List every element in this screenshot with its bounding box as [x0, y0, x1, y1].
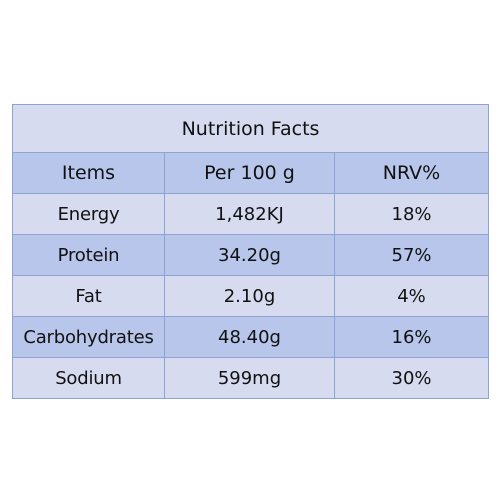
per-100g-cell: 2.10g [164, 275, 335, 317]
item-name-cell: Sodium [12, 357, 165, 399]
column-header-items: Items [12, 152, 165, 194]
table-title-row: Nutrition Facts [11, 104, 490, 153]
per-100g-cell: 34.20g [164, 234, 335, 276]
item-name-cell: Energy [12, 193, 165, 235]
nrv-cell: 4% [333, 275, 490, 317]
item-name-cell: Carbohydrates [12, 316, 165, 358]
nrv-cell: 30% [333, 357, 490, 399]
nrv-cell: 16% [333, 316, 490, 358]
per-100g-cell: 599mg [164, 357, 335, 399]
per-100g-cell: 48.40g [164, 316, 335, 358]
table-title: Nutrition Facts [11, 104, 490, 153]
table-row: Energy 1,482KJ 18% [12, 193, 490, 235]
table-row: Sodium 599mg 30% [12, 357, 490, 399]
item-name-cell: Protein [12, 234, 165, 276]
nrv-cell: 57% [333, 234, 490, 276]
nutrition-facts-table: Nutrition Facts Items Per 100 g NRV% Ene… [11, 104, 490, 399]
table-header-row: Items Per 100 g NRV% [12, 152, 490, 194]
column-header-per-100g: Per 100 g [164, 152, 335, 194]
column-header-nrv: NRV% [333, 152, 490, 194]
per-100g-cell: 1,482KJ [164, 193, 335, 235]
table-row: Carbohydrates 48.40g 16% [12, 316, 490, 358]
item-name-cell: Fat [12, 275, 165, 317]
table-row: Fat 2.10g 4% [12, 275, 490, 317]
table-row: Protein 34.20g 57% [12, 234, 490, 276]
nrv-cell: 18% [333, 193, 490, 235]
